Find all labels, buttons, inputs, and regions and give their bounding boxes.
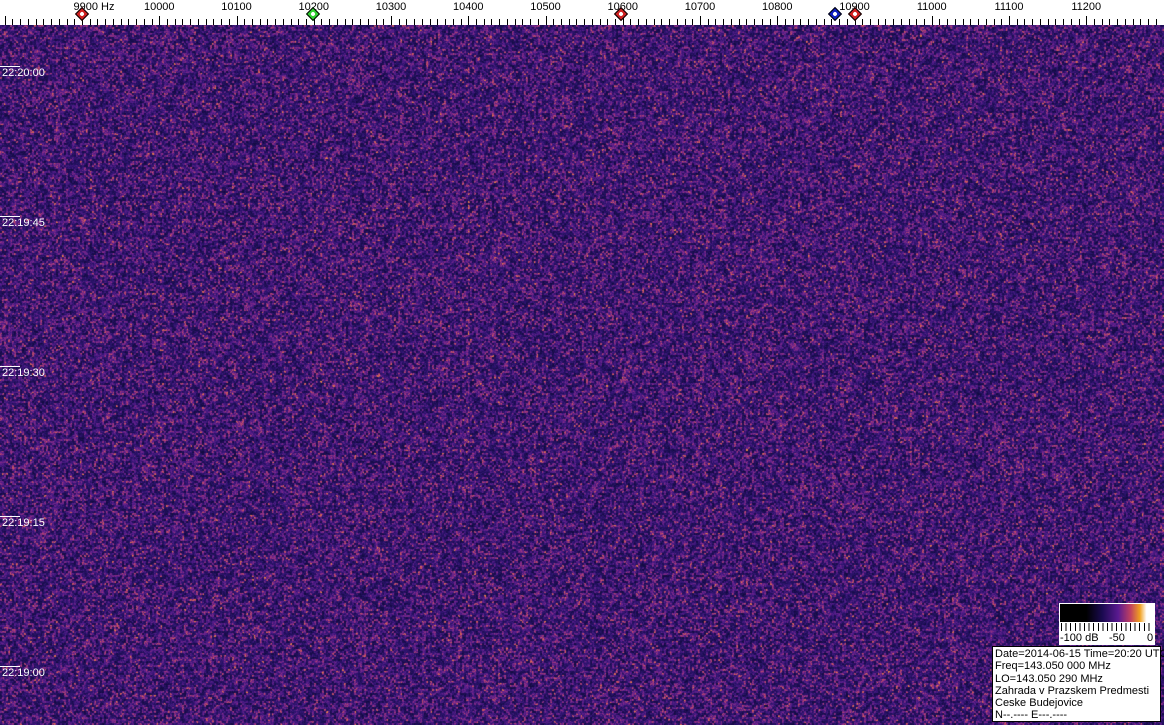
- frequency-label: 10100: [221, 1, 252, 13]
- color-bar-legend: -100 dB -50 0: [1059, 603, 1155, 645]
- frequency-tick: [391, 16, 392, 25]
- frequency-label: 10800: [762, 1, 793, 13]
- frequency-label: 10000: [144, 1, 175, 13]
- frequency-label: 10300: [376, 1, 407, 13]
- frequency-tick: [1086, 16, 1087, 25]
- time-label: 22:19:00: [2, 667, 45, 679]
- frequency-tick: [777, 16, 778, 25]
- frequency-tick: [546, 16, 547, 25]
- frequency-label: 10400: [453, 1, 484, 13]
- time-label: 22:20:00: [2, 67, 45, 79]
- info-city: Ceske Budejovice: [995, 697, 1158, 709]
- frequency-label: 10500: [530, 1, 561, 13]
- info-coordinates: N--.---- E---.----: [995, 709, 1158, 721]
- frequency-label: 11000: [917, 1, 947, 13]
- frequency-tick: [1009, 16, 1010, 25]
- frequency-label: 10700: [685, 1, 716, 13]
- frequency-tick: [159, 16, 160, 25]
- frequency-label: 11200: [1071, 1, 1101, 13]
- frequency-label: 11100: [995, 1, 1024, 13]
- frequency-scale[interactable]: 9900 Hz100001010010200103001040010500106…: [0, 0, 1164, 25]
- color-bar-ticks: [1061, 623, 1153, 631]
- time-label: 22:19:30: [2, 367, 45, 379]
- waterfall-spectrogram[interactable]: [0, 25, 1164, 725]
- color-bar-label-max: 0: [1147, 632, 1153, 644]
- time-label: 22:19:45: [2, 217, 45, 229]
- frequency-tick: [468, 16, 469, 25]
- color-bar-label-mid: -50: [1109, 632, 1125, 644]
- info-location: Zahrada v Prazskem Predmesti: [995, 685, 1158, 697]
- info-frequency: Freq=143.050 000 MHz: [995, 660, 1158, 672]
- color-bar-label-min: -100 dB: [1060, 632, 1099, 644]
- time-label: 22:19:15: [2, 517, 45, 529]
- frequency-tick: [932, 16, 933, 25]
- info-box: Date=2014-06-15 Time=20:20 UTC Freq=143.…: [992, 646, 1161, 722]
- info-lo: LO=143.050 290 MHz: [995, 673, 1158, 685]
- info-date-time: Date=2014-06-15 Time=20:20 UTC: [995, 648, 1158, 660]
- frequency-tick: [237, 16, 238, 25]
- color-gradient: [1060, 604, 1154, 622]
- frequency-tick: [700, 16, 701, 25]
- frequency-tick: [5, 16, 6, 25]
